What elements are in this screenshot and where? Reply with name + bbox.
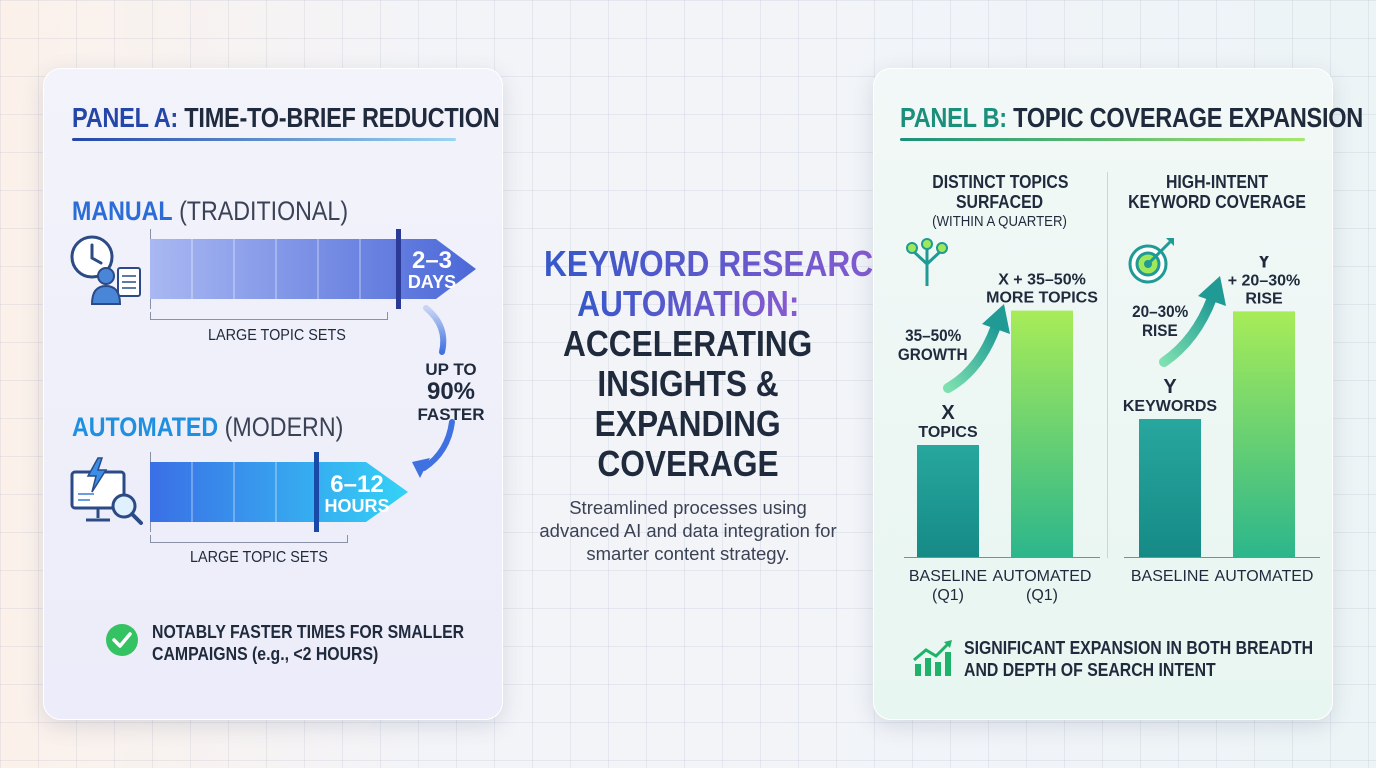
category-label-0-0: BASELINE xyxy=(909,568,987,585)
manual-label: MANUAL xyxy=(72,196,173,226)
bar-label-0-0: Y xyxy=(1163,376,1177,398)
bar-automated xyxy=(1011,310,1073,557)
automated-row-label: AUTOMATED (MODERN) xyxy=(72,412,388,443)
panel-b-title: PANEL B: TOPIC COVERAGE EXPANSION xyxy=(900,102,1376,134)
automated-paren: (MODERN) xyxy=(224,412,344,442)
bar-label-0-1: TOPICS xyxy=(918,424,978,441)
manual-paren: (TRADITIONAL) xyxy=(179,196,349,226)
category-label-1-1: (Q1) xyxy=(1026,587,1058,604)
keywords-growth-arrow xyxy=(1159,276,1226,367)
topics-axis xyxy=(904,557,1100,558)
category-label-0-1: (Q1) xyxy=(932,587,964,604)
panel-a-card xyxy=(43,68,503,720)
manual-row-label: MANUAL (TRADITIONAL) xyxy=(72,196,393,227)
keywords-axis xyxy=(1124,557,1320,558)
bar-label-0-1: KEYWORDS xyxy=(1123,398,1218,415)
topics-growth-arrow xyxy=(943,304,1010,393)
panel-a-title-lead: PANEL A: xyxy=(72,102,179,133)
panel-a-footer: NOTABLY FASTER TIMES FOR SMALLER CAMPAIG… xyxy=(152,622,465,664)
manual-time-bar xyxy=(150,229,480,314)
check-circle-icon xyxy=(106,624,138,656)
bar-label-1-0: X + 35–50% xyxy=(998,272,1086,289)
automated-time-bar xyxy=(150,452,414,537)
bar-baseline xyxy=(1139,419,1201,557)
manual-caption: LARGE TOPIC SETS xyxy=(208,327,346,344)
monitor-bolt-search-icon xyxy=(70,457,143,525)
main-title: KEYWORD RESEARCH AUTOMATION: ACCELERATIN… xyxy=(544,243,897,484)
speed-callout: UP TO 90% FASTER xyxy=(417,360,485,424)
clock-user-icon xyxy=(70,235,141,305)
topics-growth-label: 35–50% GROWTH xyxy=(898,326,968,364)
bar-label-1-1: MORE TOPICS xyxy=(986,290,1098,307)
panel-b-title-lead: PANEL B: xyxy=(900,102,1007,133)
panel-b-divider xyxy=(1107,172,1108,558)
bar-label-1-2: RISE xyxy=(1245,290,1283,307)
panel-b-title-rest: TOPIC COVERAGE EXPANSION xyxy=(1013,102,1364,133)
bar-baseline xyxy=(917,445,979,557)
reduction-curved-arrow xyxy=(412,305,455,478)
keywords-growth-label: 20–30% RISE xyxy=(1131,302,1189,340)
manual-value-label: 2–3 DAYS xyxy=(407,247,457,293)
topics-chart-title: DISTINCT TOPICS SURFACED (WITHIN A QUART… xyxy=(931,172,1069,230)
category-label-1-0: AUTOMATED xyxy=(1215,568,1314,585)
panel-b-footer: SIGNIFICANT EXPANSION IN BOTH BREADTH AN… xyxy=(964,638,1314,680)
category-label-1-0: AUTOMATED xyxy=(993,568,1092,585)
category-label-0-0: BASELINE xyxy=(1131,568,1209,585)
branch-network-icon xyxy=(906,238,948,286)
automated-caption: LARGE TOPIC SETS xyxy=(190,549,328,566)
automated-bracket xyxy=(150,535,348,543)
panel-b-title-underline xyxy=(900,138,1305,141)
keywords-chart-title: HIGH-INTENT KEYWORD COVERAGE xyxy=(1128,172,1306,212)
bar-automated xyxy=(1233,311,1295,557)
panel-a-title-rest: TIME-TO-BRIEF REDUCTION xyxy=(184,102,500,133)
panel-a-title-underline xyxy=(72,138,456,141)
bar-label-0-0: X xyxy=(941,402,955,424)
automated-label: AUTOMATED xyxy=(72,412,219,442)
bar-label-1-0: Y xyxy=(1257,256,1271,272)
target-arrow-icon xyxy=(1128,238,1174,284)
panel-a-title: PANEL A: TIME-TO-BRIEF REDUCTION xyxy=(72,102,581,134)
growth-chart-icon xyxy=(913,640,952,676)
main-subtitle: Streamlined processes using advanced AI … xyxy=(539,497,837,564)
bar-label-1-1: + 20–30% xyxy=(1228,272,1301,289)
manual-bracket xyxy=(150,312,388,320)
automated-value-label: 6–12 HOURS xyxy=(324,471,390,517)
